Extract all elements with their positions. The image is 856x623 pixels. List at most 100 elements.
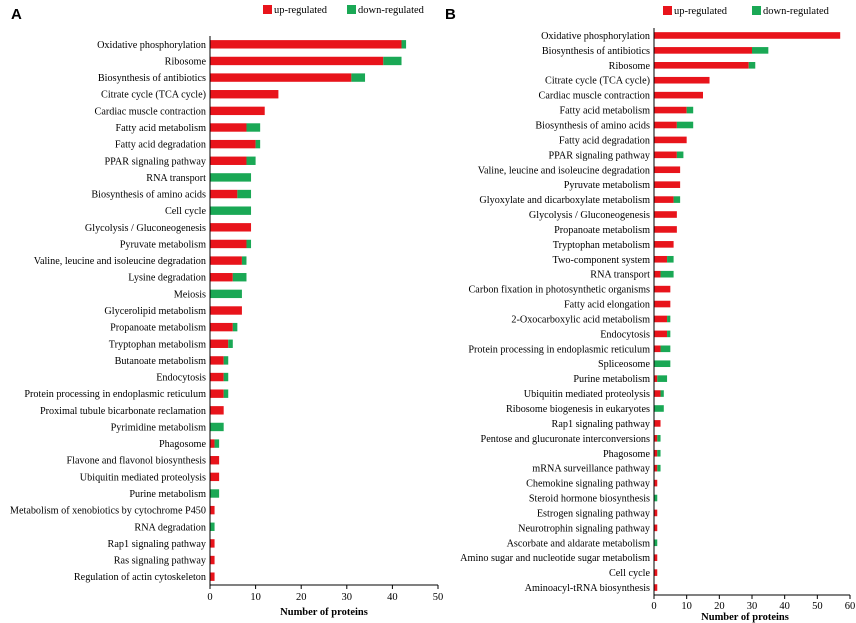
bar-down-a: [383, 56, 402, 66]
category-label-a: Ribosome: [165, 56, 207, 67]
bar-up-a: [210, 273, 233, 282]
bar-down-b: [676, 121, 694, 129]
bar-up-a: [210, 572, 215, 581]
category-label-b: Rap1 signaling pathway: [552, 419, 651, 430]
category-label-a: PPAR signaling pathway: [104, 156, 206, 167]
bar-down-a: [210, 289, 242, 299]
category-label-a: Protein processing in endoplasmic reticu…: [24, 389, 206, 400]
category-label-b: Endocytosis: [600, 329, 650, 340]
bar-up-a: [210, 439, 215, 448]
bar-down-a: [228, 339, 233, 348]
category-label-a: Glycolysis / Gluconeogenesis: [85, 223, 206, 234]
category-label-a: Ras signaling pathway: [114, 556, 207, 567]
bar-up-b: [654, 524, 658, 532]
bar-up-b: [654, 181, 681, 188]
bar-up-a: [210, 189, 238, 199]
bar-up-b: [654, 479, 658, 487]
bar-down-b: [667, 315, 671, 323]
bar-up-b: [654, 435, 658, 442]
category-label-b: Fatty acid elongation: [564, 300, 650, 311]
bar-down-a: [223, 372, 229, 382]
bar-down-b: [660, 270, 674, 278]
legend-a-up-label: up-regulated: [274, 5, 328, 16]
bar-down-b: [654, 539, 658, 547]
bar-up-a: [210, 90, 279, 99]
category-label-b: Amino sugar and nucleotide sugar metabol…: [460, 553, 650, 564]
bar-up-b: [654, 226, 677, 233]
category-label-a: Propanoate metabolism: [110, 323, 206, 334]
bar-up-a: [210, 472, 220, 482]
bar-up-b: [654, 211, 677, 218]
bar-down-a: [246, 156, 256, 165]
x-tick-label-a: 50: [433, 592, 444, 603]
bar-up-b: [654, 151, 677, 159]
x-tick-label-b: 50: [812, 601, 823, 612]
bar-up-b: [654, 32, 841, 39]
category-label-b: Estrogen signaling pathway: [537, 508, 651, 519]
bar-up-a: [210, 306, 242, 315]
category-label-a: Purine metabolism: [129, 489, 206, 500]
bar-down-a: [223, 389, 229, 398]
x-tick-label-b: 40: [779, 601, 790, 612]
category-label-a: Meiosis: [174, 289, 206, 300]
category-label-b: Biosynthesis of amino acids: [535, 120, 650, 131]
bar-down-b: [660, 390, 664, 397]
bar-up-a: [210, 223, 252, 232]
category-label-a: Biosynthesis of amino acids: [91, 190, 206, 201]
bar-up-b: [654, 345, 661, 353]
x-tick-label-a: 0: [207, 592, 212, 603]
bar-up-a: [210, 139, 256, 149]
bar-up-b: [654, 255, 668, 263]
category-label-b: Protein processing in endoplasmic reticu…: [468, 344, 650, 355]
legend-b-down-label: down-regulated: [763, 6, 830, 17]
bar-down-a: [210, 522, 215, 531]
bar-up-a: [210, 239, 247, 249]
bar-down-b: [660, 345, 671, 353]
category-label-b: Spliceosome: [598, 359, 651, 370]
bar-down-b: [673, 196, 681, 203]
bar-up-b: [654, 569, 658, 576]
bar-up-a: [210, 356, 224, 365]
category-label-b: Citrate cycle (TCA cycle): [545, 76, 650, 87]
bar-up-b: [654, 121, 677, 129]
bar-up-a: [210, 456, 220, 465]
bar-down-a: [246, 239, 252, 249]
category-label-b: Chemokine signaling pathway: [526, 479, 651, 490]
bar-down-a: [255, 139, 261, 149]
bar-down-b: [657, 449, 661, 457]
category-label-b: Propanoate metabolism: [554, 225, 650, 236]
category-label-b: Carbon fixation in photosynthetic organi…: [469, 285, 651, 296]
category-label-b: Glyoxylate and dicarboxylate metabolism: [479, 195, 650, 206]
bar-down-b: [657, 464, 661, 472]
bar-up-a: [210, 322, 233, 332]
category-label-a: Pyruvate metabolism: [120, 239, 206, 250]
bar-up-a: [210, 40, 402, 49]
category-label-b: Ubiquitin mediated proteolysis: [524, 389, 650, 400]
bar-up-b: [654, 62, 749, 69]
bar-up-b: [654, 584, 658, 591]
bar-up-b: [654, 315, 668, 323]
category-label-a: Proximal tubule bicarbonate reclamation: [40, 406, 206, 417]
legend-b-up-label: up-regulated: [674, 6, 728, 17]
bar-up-b: [654, 76, 710, 84]
category-label-b: Cardiac muscle contraction: [539, 91, 650, 102]
plot-area-b: Oxidative phosphorylation Biosynthesis of…: [460, 28, 855, 612]
bar-down-a: [232, 322, 238, 332]
bar-up-b: [654, 554, 658, 561]
bar-down-a: [214, 439, 220, 448]
category-label-a: Cardiac muscle contraction: [95, 106, 206, 117]
category-label-a: Flavone and flavonol biosynthesis: [67, 456, 207, 467]
bar-down-a: [223, 356, 229, 365]
bar-down-a: [351, 73, 366, 82]
category-label-a: RNA degradation: [134, 522, 206, 533]
plot-area-a: Oxidative phosphorylation Ribosome Biosynt…: [10, 36, 443, 603]
category-label-a: Valine, leucine and isoleucine degradati…: [34, 256, 206, 267]
bar-down-a: [246, 123, 261, 132]
category-label-b: Fatty acid metabolism: [559, 106, 650, 117]
category-label-b: Purine metabolism: [573, 374, 650, 385]
category-label-b: Fatty acid degradation: [559, 135, 650, 146]
x-tick-label-b: 30: [747, 601, 758, 612]
bar-up-b: [654, 241, 674, 248]
bar-up-a: [210, 539, 215, 548]
